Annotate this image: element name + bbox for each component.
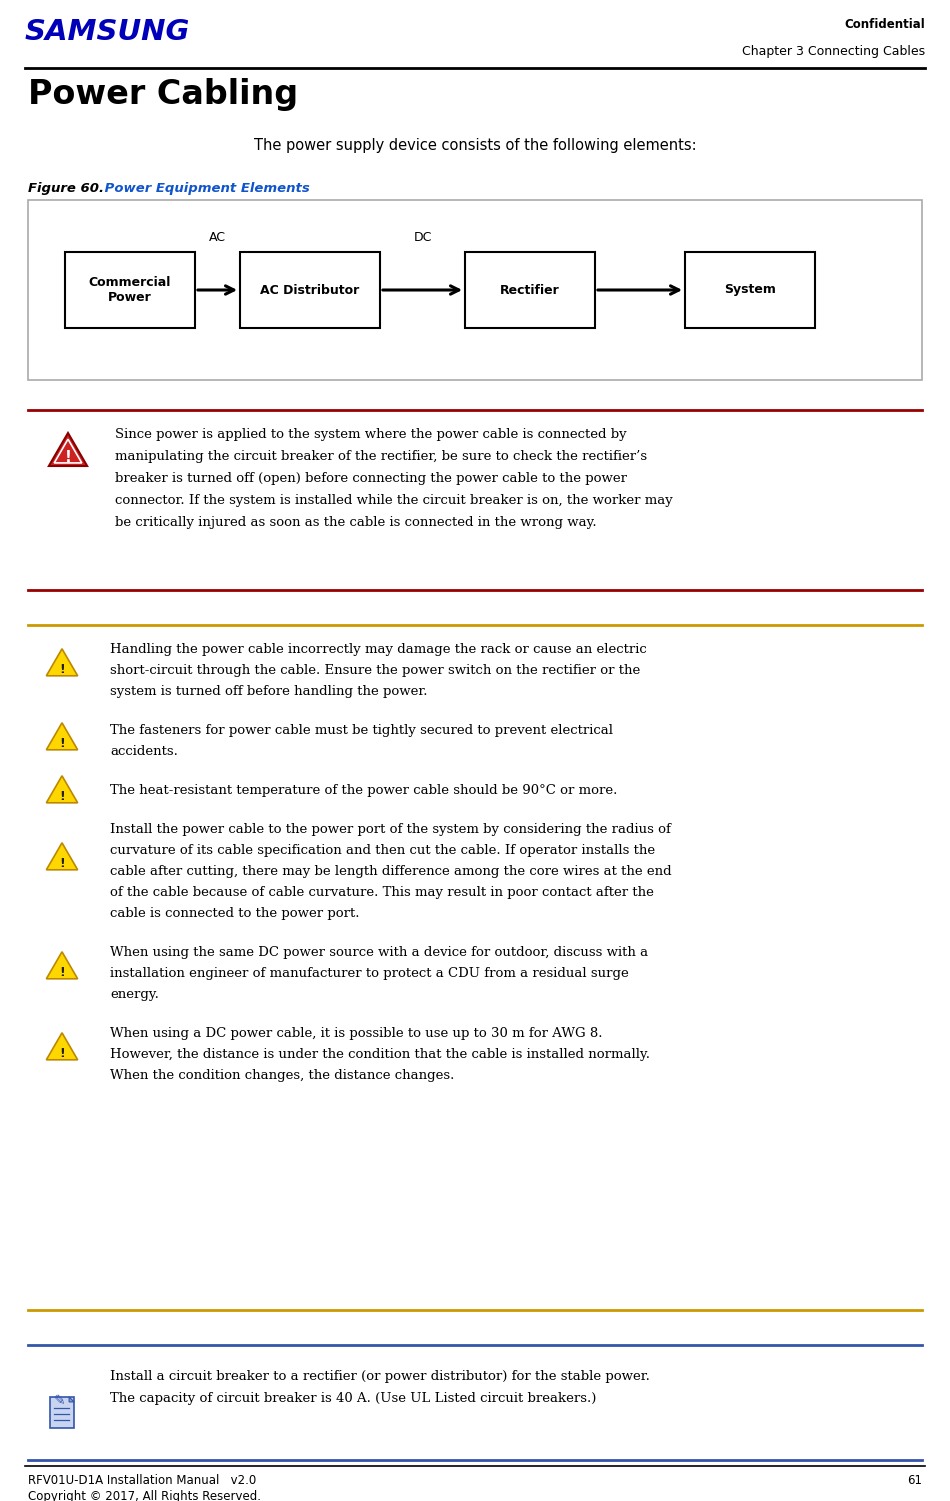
Polygon shape bbox=[48, 432, 87, 465]
Text: The heat-resistant temperature of the power cable should be 90°C or more.: The heat-resistant temperature of the po… bbox=[110, 784, 618, 797]
FancyBboxPatch shape bbox=[685, 252, 815, 329]
Text: !: ! bbox=[59, 663, 65, 675]
Text: DC: DC bbox=[413, 231, 431, 245]
Text: When the condition changes, the distance changes.: When the condition changes, the distance… bbox=[110, 1069, 454, 1082]
Text: !: ! bbox=[59, 1048, 65, 1060]
Text: The fasteners for power cable must be tightly secured to prevent electrical: The fasteners for power cable must be ti… bbox=[110, 723, 613, 737]
Polygon shape bbox=[47, 723, 78, 750]
Polygon shape bbox=[47, 952, 78, 979]
Text: !: ! bbox=[59, 737, 65, 750]
Text: When using a DC power cable, it is possible to use up to 30 m for AWG 8.: When using a DC power cable, it is possi… bbox=[110, 1027, 602, 1040]
Text: SAMSUNG: SAMSUNG bbox=[25, 18, 190, 47]
Text: 61: 61 bbox=[907, 1474, 922, 1487]
Text: When using the same DC power source with a device for outdoor, discuss with a: When using the same DC power source with… bbox=[110, 946, 648, 959]
Polygon shape bbox=[69, 1397, 74, 1402]
Text: manipulating the circuit breaker of the rectifier, be sure to check the rectifie: manipulating the circuit breaker of the … bbox=[115, 450, 647, 462]
FancyBboxPatch shape bbox=[240, 252, 380, 329]
Text: However, the distance is under the condition that the cable is installed normall: However, the distance is under the condi… bbox=[110, 1048, 650, 1061]
Text: cable after cutting, there may be length difference among the core wires at the : cable after cutting, there may be length… bbox=[110, 865, 672, 878]
Polygon shape bbox=[47, 842, 78, 869]
Text: The capacity of circuit breaker is 40 A. (Use UL Listed circuit breakers.): The capacity of circuit breaker is 40 A.… bbox=[110, 1391, 597, 1405]
Text: Rectifier: Rectifier bbox=[500, 284, 560, 297]
Text: Install the power cable to the power port of the system by considering the radiu: Install the power cable to the power por… bbox=[110, 823, 671, 836]
Polygon shape bbox=[47, 776, 78, 803]
Text: short-circuit through the cable. Ensure the power switch on the rectifier or the: short-circuit through the cable. Ensure … bbox=[110, 663, 640, 677]
Text: Handling the power cable incorrectly may damage the rack or cause an electric: Handling the power cable incorrectly may… bbox=[110, 642, 647, 656]
FancyBboxPatch shape bbox=[465, 252, 595, 329]
Text: Figure 60.: Figure 60. bbox=[28, 182, 104, 195]
Text: Since power is applied to the system where the power cable is connected by: Since power is applied to the system whe… bbox=[115, 428, 627, 441]
Polygon shape bbox=[47, 1033, 78, 1060]
Text: energy.: energy. bbox=[110, 988, 159, 1001]
Text: The power supply device consists of the following elements:: The power supply device consists of the … bbox=[254, 138, 696, 153]
Text: RFV01U-D1A Installation Manual   v2.0: RFV01U-D1A Installation Manual v2.0 bbox=[28, 1474, 256, 1487]
Text: Power Equipment Elements: Power Equipment Elements bbox=[100, 182, 310, 195]
Text: Install a circuit breaker to a rectifier (or power distributor) for the stable p: Install a circuit breaker to a rectifier… bbox=[110, 1370, 650, 1382]
Text: System: System bbox=[724, 284, 776, 297]
Text: of the cable because of cable curvature. This may result in poor contact after t: of the cable because of cable curvature.… bbox=[110, 886, 654, 899]
Polygon shape bbox=[47, 648, 78, 675]
Text: Confidential: Confidential bbox=[845, 18, 925, 32]
Text: ✎: ✎ bbox=[54, 1394, 66, 1408]
Text: accidents.: accidents. bbox=[110, 744, 178, 758]
Text: Power Cabling: Power Cabling bbox=[28, 78, 298, 111]
FancyBboxPatch shape bbox=[50, 1397, 74, 1427]
Text: system is turned off before handling the power.: system is turned off before handling the… bbox=[110, 684, 428, 698]
Text: !: ! bbox=[59, 857, 65, 871]
Text: cable is connected to the power port.: cable is connected to the power port. bbox=[110, 907, 359, 920]
Text: curvature of its cable specification and then cut the cable. If operator install: curvature of its cable specification and… bbox=[110, 844, 656, 857]
Text: Commercial
Power: Commercial Power bbox=[88, 276, 171, 305]
Text: Copyright © 2017, All Rights Reserved.: Copyright © 2017, All Rights Reserved. bbox=[28, 1490, 261, 1501]
Text: connector. If the system is installed while the circuit breaker is on, the worke: connector. If the system is installed wh… bbox=[115, 494, 673, 507]
Text: breaker is turned off (open) before connecting the power cable to the power: breaker is turned off (open) before conn… bbox=[115, 471, 627, 485]
Text: AC Distributor: AC Distributor bbox=[260, 284, 360, 297]
FancyBboxPatch shape bbox=[65, 252, 195, 329]
Text: installation engineer of manufacturer to protect a CDU from a residual surge: installation engineer of manufacturer to… bbox=[110, 967, 629, 980]
Text: !: ! bbox=[59, 967, 65, 979]
FancyBboxPatch shape bbox=[28, 200, 922, 380]
Text: !: ! bbox=[59, 790, 65, 803]
Text: Chapter 3 Connecting Cables: Chapter 3 Connecting Cables bbox=[742, 45, 925, 59]
Text: AC: AC bbox=[209, 231, 226, 245]
Text: be critically injured as soon as the cable is connected in the wrong way.: be critically injured as soon as the cab… bbox=[115, 516, 597, 528]
Text: !: ! bbox=[65, 450, 71, 465]
